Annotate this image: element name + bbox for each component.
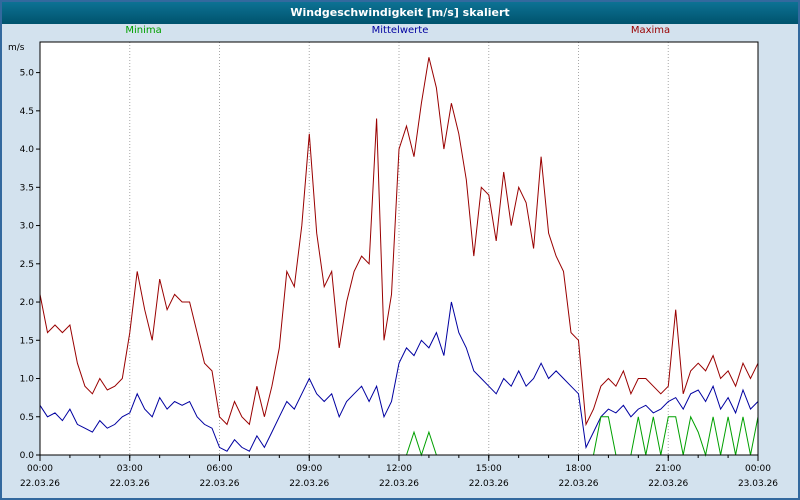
x-tick-time-label: 03:00 [117,464,143,474]
x-tick-date-label: 22.03.26 [199,479,239,489]
window-title: Windgeschwindigkeit [m/s] skaliert [290,6,510,19]
x-tick-date-label: 22.03.26 [379,479,419,489]
x-tick-time-label: 06:00 [207,464,233,474]
y-tick-label: 2.5 [20,260,34,270]
x-tick-date-label: 22.03.26 [469,479,509,489]
x-tick-time-label: 15:00 [476,464,502,474]
x-tick-time-label: 09:00 [296,464,322,474]
x-tick-time-label: 18:00 [566,464,592,474]
y-tick-label: 3.0 [20,222,35,232]
y-tick-label: 2.0 [20,298,35,308]
x-tick-date-label: 22.03.26 [558,479,598,489]
y-tick-label: 0.0 [20,451,35,461]
series-maxima [39,57,759,427]
y-axis-unit-label: m/s [8,43,25,53]
plot-area [40,42,758,455]
y-tick-label: 1.5 [20,336,34,346]
x-tick-date-label: 22.03.26 [289,479,329,489]
x-tick-date-label: 22.03.26 [110,479,150,489]
x-tick-time-label: 12:00 [386,464,412,474]
x-tick-time-label: 00:00 [745,464,771,474]
x-tick-date-label: 22.03.26 [648,479,688,489]
wind-speed-line-chart: 0.0 0.5 1.0 1.5 2.0 2.5 3.0 3.5 4.0 4.5 5.0 m/s 00:0… [8,41,778,489]
y-tick-label: 4.0 [20,145,35,155]
y-tick-label: 5.0 [20,69,35,79]
x-tick-time-label: 00:00 [27,464,53,474]
legend-minima-label: Minima [125,25,162,36]
x-tick-date-label: 23.03.26 [738,479,778,489]
y-tick-label: 3.5 [20,183,34,193]
y-tick-label: 1.0 [20,375,35,385]
y-tick-label: 4.5 [20,107,34,117]
x-tick-date-label: 22.03.26 [20,479,60,489]
legend-mittelwerte-label: Mittelwerte [371,25,429,36]
y-tick-label: 0.5 [20,413,34,423]
series-mittelwerte [39,301,759,452]
x-tick-time-label: 21:00 [655,464,681,474]
window-title-bar: Windgeschwindigkeit [m/s] skaliert [2,2,798,24]
chart-legend: Minima Mittelwerte Maxima [2,24,798,38]
legend-maxima-label: Maxima [630,25,671,36]
